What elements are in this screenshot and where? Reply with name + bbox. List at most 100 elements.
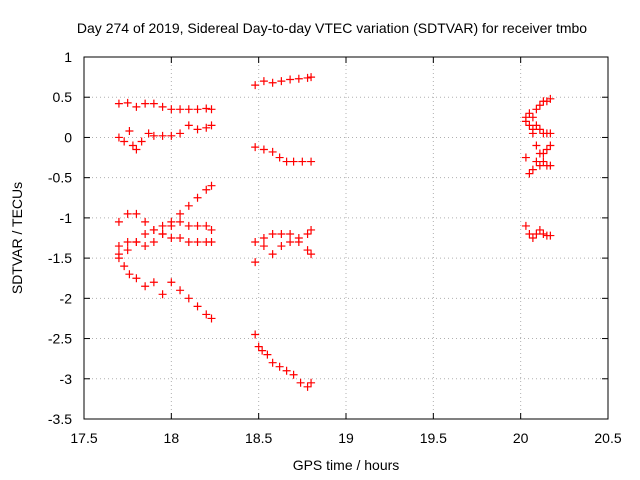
data-point: [525, 109, 534, 118]
data-point: [132, 145, 141, 154]
data-point: [307, 73, 316, 82]
data-point: [535, 149, 544, 158]
data-point: [202, 185, 211, 194]
data-point: [184, 238, 193, 247]
data-point: [123, 246, 132, 255]
data-point: [184, 201, 193, 210]
data-point: [535, 101, 544, 110]
data-point: [149, 131, 158, 140]
data-point: [144, 129, 153, 138]
series-arc-b-cross-2: [251, 225, 316, 267]
data-point: [275, 153, 284, 162]
data-point: [528, 113, 537, 122]
y-tick-label: -2: [60, 290, 73, 306]
data-point: [251, 81, 260, 90]
data-point: [141, 217, 150, 226]
data-point: [114, 99, 123, 108]
x-tick-label: 19.5: [420, 430, 447, 446]
data-point: [525, 121, 534, 130]
data-point: [193, 238, 202, 247]
data-point: [268, 250, 277, 259]
x-tick-label: 20: [513, 430, 529, 446]
data-point: [123, 238, 132, 247]
data-markers: [114, 73, 555, 391]
data-point: [307, 225, 316, 234]
data-point: [535, 161, 544, 170]
data-point: [184, 294, 193, 303]
data-point: [521, 221, 530, 230]
x-tick-label: 18: [164, 430, 180, 446]
data-point: [546, 94, 555, 103]
data-point: [275, 362, 284, 371]
data-point: [158, 290, 167, 299]
data-point: [521, 153, 530, 162]
x-tick-label: 17.5: [70, 430, 97, 446]
data-point: [294, 234, 303, 242]
data-point: [128, 141, 137, 150]
data-point: [539, 157, 548, 166]
data-point: [535, 125, 544, 134]
series-arc-b-top: [251, 73, 316, 90]
data-point: [176, 217, 185, 226]
data-point: [207, 238, 216, 247]
y-tick-label: -1.5: [48, 250, 72, 266]
x-tick-label: 19: [338, 430, 354, 446]
data-point: [167, 131, 176, 140]
data-point: [141, 229, 150, 238]
data-point: [251, 330, 260, 339]
data-point: [546, 161, 555, 170]
data-point: [307, 250, 316, 259]
series-arc-a-lower: [114, 250, 216, 323]
data-point: [125, 270, 134, 279]
data-point: [120, 137, 129, 146]
y-tick-label: 0.5: [53, 89, 73, 105]
y-tick-label: -0.5: [48, 170, 72, 186]
data-point: [259, 145, 268, 154]
data-point: [251, 238, 260, 247]
data-point: [259, 242, 268, 251]
data-point: [525, 229, 534, 238]
data-point: [141, 99, 150, 108]
data-point: [254, 342, 263, 351]
data-point: [176, 129, 185, 138]
data-point: [123, 209, 132, 218]
y-tick-label: 0: [64, 129, 72, 145]
series-arc-b-mid: [251, 143, 316, 166]
data-point: [184, 121, 193, 130]
data-point: [114, 133, 123, 142]
data-point: [193, 125, 202, 134]
data-point: [114, 217, 123, 226]
data-point: [268, 147, 277, 156]
data-point: [535, 225, 544, 234]
data-point: [259, 77, 268, 86]
data-point: [132, 209, 141, 218]
data-point: [546, 141, 555, 150]
data-point: [141, 282, 150, 291]
data-point: [263, 350, 272, 359]
data-point: [282, 366, 291, 375]
data-point: [137, 137, 146, 146]
data-point: [132, 102, 141, 111]
data-point: [542, 145, 551, 154]
data-point: [528, 125, 537, 134]
series-arc-c-spur: [528, 121, 555, 138]
data-point: [202, 123, 211, 132]
series-arc-c-upper: [521, 94, 555, 122]
y-tick-label: -3.5: [48, 411, 72, 427]
data-point: [158, 229, 167, 238]
data-point: [202, 221, 211, 230]
data-point: [132, 274, 141, 283]
data-point: [298, 157, 307, 166]
data-point: [149, 99, 158, 108]
data-point: [132, 238, 141, 247]
data-point: [259, 234, 268, 242]
data-point: [307, 157, 316, 166]
series-arc-b-lower: [251, 330, 316, 391]
data-point: [251, 143, 260, 152]
data-point: [158, 102, 167, 111]
chart-title: Day 274 of 2019, Sidereal Day-to-day VTE…: [77, 20, 587, 36]
data-point: [176, 105, 185, 114]
data-point: [303, 73, 312, 82]
series-arc-a-cross-1: [114, 209, 216, 247]
